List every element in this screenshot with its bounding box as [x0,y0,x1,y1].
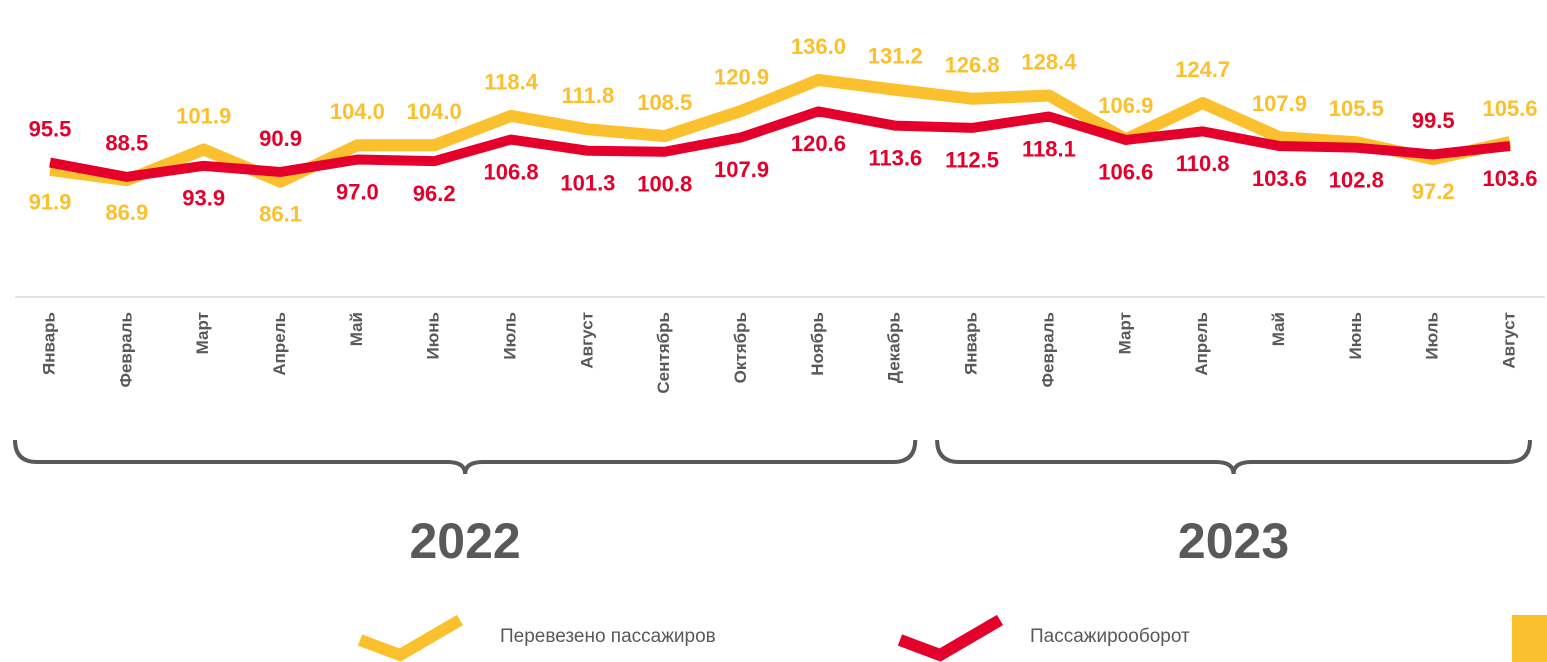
data-label: 124.7 [1175,57,1230,82]
data-label: 93.9 [182,186,225,211]
series-line [49,106,1511,182]
data-label: 106.8 [484,159,539,184]
x-tick-label: Октябрь [731,312,750,383]
data-label: 99.5 [1412,108,1455,133]
data-label: 97.2 [1412,179,1455,204]
legend-icon [897,614,1004,662]
data-label: 120.9 [714,65,769,90]
data-label: 136.0 [791,34,846,59]
data-label: 86.9 [105,200,148,225]
data-label: 111.8 [562,83,615,108]
x-tick-label: Февраль [116,312,135,388]
data-label: 128.4 [1021,49,1077,74]
group-brace [13,439,918,475]
data-label: 107.9 [714,157,769,182]
x-tick-label: Май [347,312,366,346]
x-tick-label: Апрель [1192,312,1211,376]
x-tick-label: Апрель [270,312,289,376]
data-label: 118.1 [1022,136,1076,161]
x-tick-label: Май [1269,312,1288,346]
data-label: 118.4 [484,70,539,95]
data-label: 95.5 [29,116,72,141]
x-tick-label: Март [193,312,212,354]
data-label: 110.8 [1176,151,1230,176]
data-label: 90.9 [259,126,302,151]
group-label: 2022 [410,513,521,569]
data-label: 102.8 [1329,168,1384,193]
x-tick-label: Март [1115,312,1134,354]
x-tick-label: Август [1499,312,1518,369]
data-label: 106.9 [1098,93,1153,118]
data-label: 108.5 [637,90,692,115]
data-label: 107.9 [1252,91,1307,116]
data-label: 88.5 [105,131,148,156]
x-tick-label: Июнь [424,312,443,359]
data-label: 103.6 [1482,166,1537,191]
corner-block [1512,615,1547,662]
x-tick-label: Ноябрь [808,312,827,376]
x-tick-label: Январь [962,312,981,375]
data-label: 101.3 [560,171,615,196]
data-label: 104.0 [330,99,385,124]
group-brace [935,439,1532,475]
x-tick-label: Август [577,312,596,369]
data-label: 112.5 [945,148,999,173]
series-line [49,73,1512,188]
data-label: 126.8 [945,53,1000,78]
x-tick-label: Июль [1423,312,1442,360]
x-tick-label: Июль [501,312,520,360]
data-label: 96.2 [413,181,456,206]
data-label: 91.9 [29,190,72,215]
data-label: 101.9 [176,103,231,128]
x-tick-label: Декабрь [885,312,904,383]
data-label: 97.0 [336,179,379,204]
legend-icon [357,614,464,662]
data-label: 104.0 [407,99,462,124]
data-label: 105.6 [1482,96,1537,121]
x-tick-label: Июнь [1346,312,1365,359]
x-tick-label: Сентябрь [654,312,673,394]
data-label: 105.5 [1329,96,1384,121]
data-label: 120.6 [791,131,846,156]
legend-label: Пассажирооборот [1030,626,1190,647]
data-label: 131.2 [868,44,923,69]
legend-label: Перевезено пассажиров [500,626,716,647]
data-label: 86.1 [259,202,302,227]
data-label: 103.6 [1252,166,1307,191]
data-label: 106.6 [1098,160,1153,185]
data-label: 100.8 [637,172,692,197]
group-label: 2023 [1178,513,1289,569]
x-tick-label: Февраль [1038,312,1057,388]
x-tick-label: Январь [39,312,58,375]
data-label: 113.6 [868,145,922,170]
